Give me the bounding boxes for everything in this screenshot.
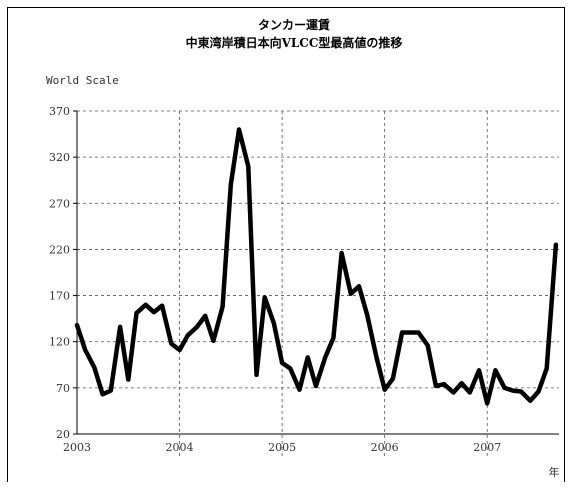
line-chart: タンカー運賃 中東湾岸積日本向VLCC型最高値の推移 World Scale 年… bbox=[46, 17, 560, 479]
data-point bbox=[273, 322, 275, 324]
data-point bbox=[435, 385, 437, 387]
data-point bbox=[341, 252, 343, 254]
data-point bbox=[486, 403, 488, 405]
data-point bbox=[478, 369, 480, 371]
data-point bbox=[222, 306, 224, 308]
data-point bbox=[366, 314, 368, 316]
y-tick-label: 70 bbox=[56, 382, 70, 395]
data-point bbox=[238, 128, 240, 130]
y-tick-label: 320 bbox=[49, 151, 70, 164]
x-tick-label: 2007 bbox=[473, 441, 501, 454]
data-point bbox=[452, 391, 454, 393]
data-point bbox=[392, 378, 394, 380]
data-point bbox=[161, 305, 163, 307]
data-point bbox=[401, 331, 403, 333]
data-point bbox=[324, 356, 326, 358]
data-point bbox=[427, 344, 429, 346]
x-tick-label: 2005 bbox=[268, 441, 296, 454]
y-tick-label: 220 bbox=[49, 243, 70, 256]
x-tick-label: 2006 bbox=[371, 441, 399, 454]
y-tick-label: 170 bbox=[49, 290, 70, 303]
data-point bbox=[281, 362, 283, 364]
data-point bbox=[204, 315, 206, 317]
data-point bbox=[119, 326, 121, 328]
data-point bbox=[230, 184, 232, 186]
data-point bbox=[529, 400, 531, 402]
data-point bbox=[469, 391, 471, 393]
data-point bbox=[127, 379, 129, 381]
y-tick-label: 120 bbox=[49, 336, 70, 349]
data-point bbox=[153, 311, 155, 313]
y-tick-label: 370 bbox=[49, 105, 70, 118]
data-point bbox=[145, 304, 147, 306]
x-tick-label: 2003 bbox=[63, 441, 91, 454]
data-point bbox=[384, 389, 386, 391]
data-point bbox=[135, 312, 137, 314]
y-tick-label: 270 bbox=[49, 197, 70, 210]
data-point bbox=[520, 391, 522, 393]
data-point bbox=[409, 331, 411, 333]
chart-title: タンカー運賃 bbox=[258, 17, 330, 32]
data-point bbox=[255, 374, 257, 376]
data-point bbox=[443, 383, 445, 385]
data-point bbox=[358, 285, 360, 287]
data-point bbox=[187, 334, 189, 336]
data-point bbox=[307, 356, 309, 358]
data-point bbox=[504, 387, 506, 389]
series-line bbox=[74, 127, 559, 406]
y-axis-label: World Scale bbox=[46, 74, 119, 87]
data-point bbox=[537, 391, 539, 393]
data-point bbox=[315, 385, 317, 387]
data-point bbox=[418, 331, 420, 333]
data-point bbox=[555, 244, 557, 246]
x-tick-label: 2004 bbox=[166, 441, 194, 454]
data-point bbox=[93, 367, 95, 369]
x-axis-label: 年 bbox=[549, 465, 560, 479]
data-point bbox=[102, 393, 104, 395]
data-point bbox=[170, 343, 172, 345]
y-tick-label: 20 bbox=[56, 428, 70, 441]
chart-subtitle: 中東湾岸積日本向VLCC型最高値の推移 bbox=[186, 35, 403, 50]
data-point bbox=[350, 293, 352, 295]
data-point bbox=[332, 337, 334, 339]
data-point bbox=[494, 369, 496, 371]
data-point bbox=[299, 389, 301, 391]
axes bbox=[73, 110, 559, 435]
data-point bbox=[289, 367, 291, 369]
data-point bbox=[264, 296, 266, 298]
gridlines bbox=[77, 110, 559, 456]
tick-labels: 20 70 120 170 220 270 320 370 2003 2004 2005 2006 20… bbox=[49, 105, 501, 454]
data-point bbox=[512, 390, 514, 392]
data-point bbox=[247, 165, 249, 167]
data-point bbox=[84, 349, 86, 351]
data-point bbox=[196, 326, 198, 328]
data-point bbox=[546, 367, 548, 369]
data-point bbox=[110, 390, 112, 392]
series-layer bbox=[74, 127, 559, 406]
data-point bbox=[461, 382, 463, 384]
data-point bbox=[76, 324, 78, 326]
data-point bbox=[375, 356, 377, 358]
chart-frame: タンカー運賃 中東湾岸積日本向VLCC型最高値の推移 World Scale 年… bbox=[7, 7, 565, 482]
data-point bbox=[212, 340, 214, 342]
data-point bbox=[179, 349, 181, 351]
